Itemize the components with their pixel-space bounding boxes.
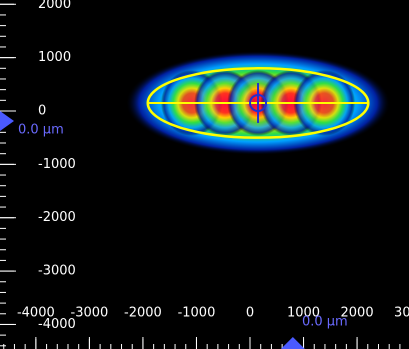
x-tick-label: 3000 (394, 306, 409, 321)
y-tick-label: -3000 (38, 264, 76, 279)
x-tick-label: -2000 (124, 306, 162, 321)
y-tick-label: 1000 (38, 50, 71, 65)
page: {"chart_data": {"type": "beam-profile", … (0, 0, 409, 349)
x-tick-label: 0 (246, 306, 254, 321)
y-tick-label: -2000 (38, 210, 76, 225)
x-tick-label: -1000 (178, 306, 216, 321)
x-tick-label: -4000 (17, 306, 55, 321)
x-marker-label: 0.0 µm (302, 315, 348, 330)
y-marker-label: 0.0 µm (18, 122, 64, 137)
beam-view: 200010000-1000-2000-3000-4000-4000-3000-… (0, 0, 409, 349)
x-tick-label: -3000 (71, 306, 109, 321)
y-tick-label: 0 (38, 103, 46, 118)
y-tick-label: -1000 (38, 157, 76, 172)
y-tick-label: 2000 (38, 0, 71, 12)
